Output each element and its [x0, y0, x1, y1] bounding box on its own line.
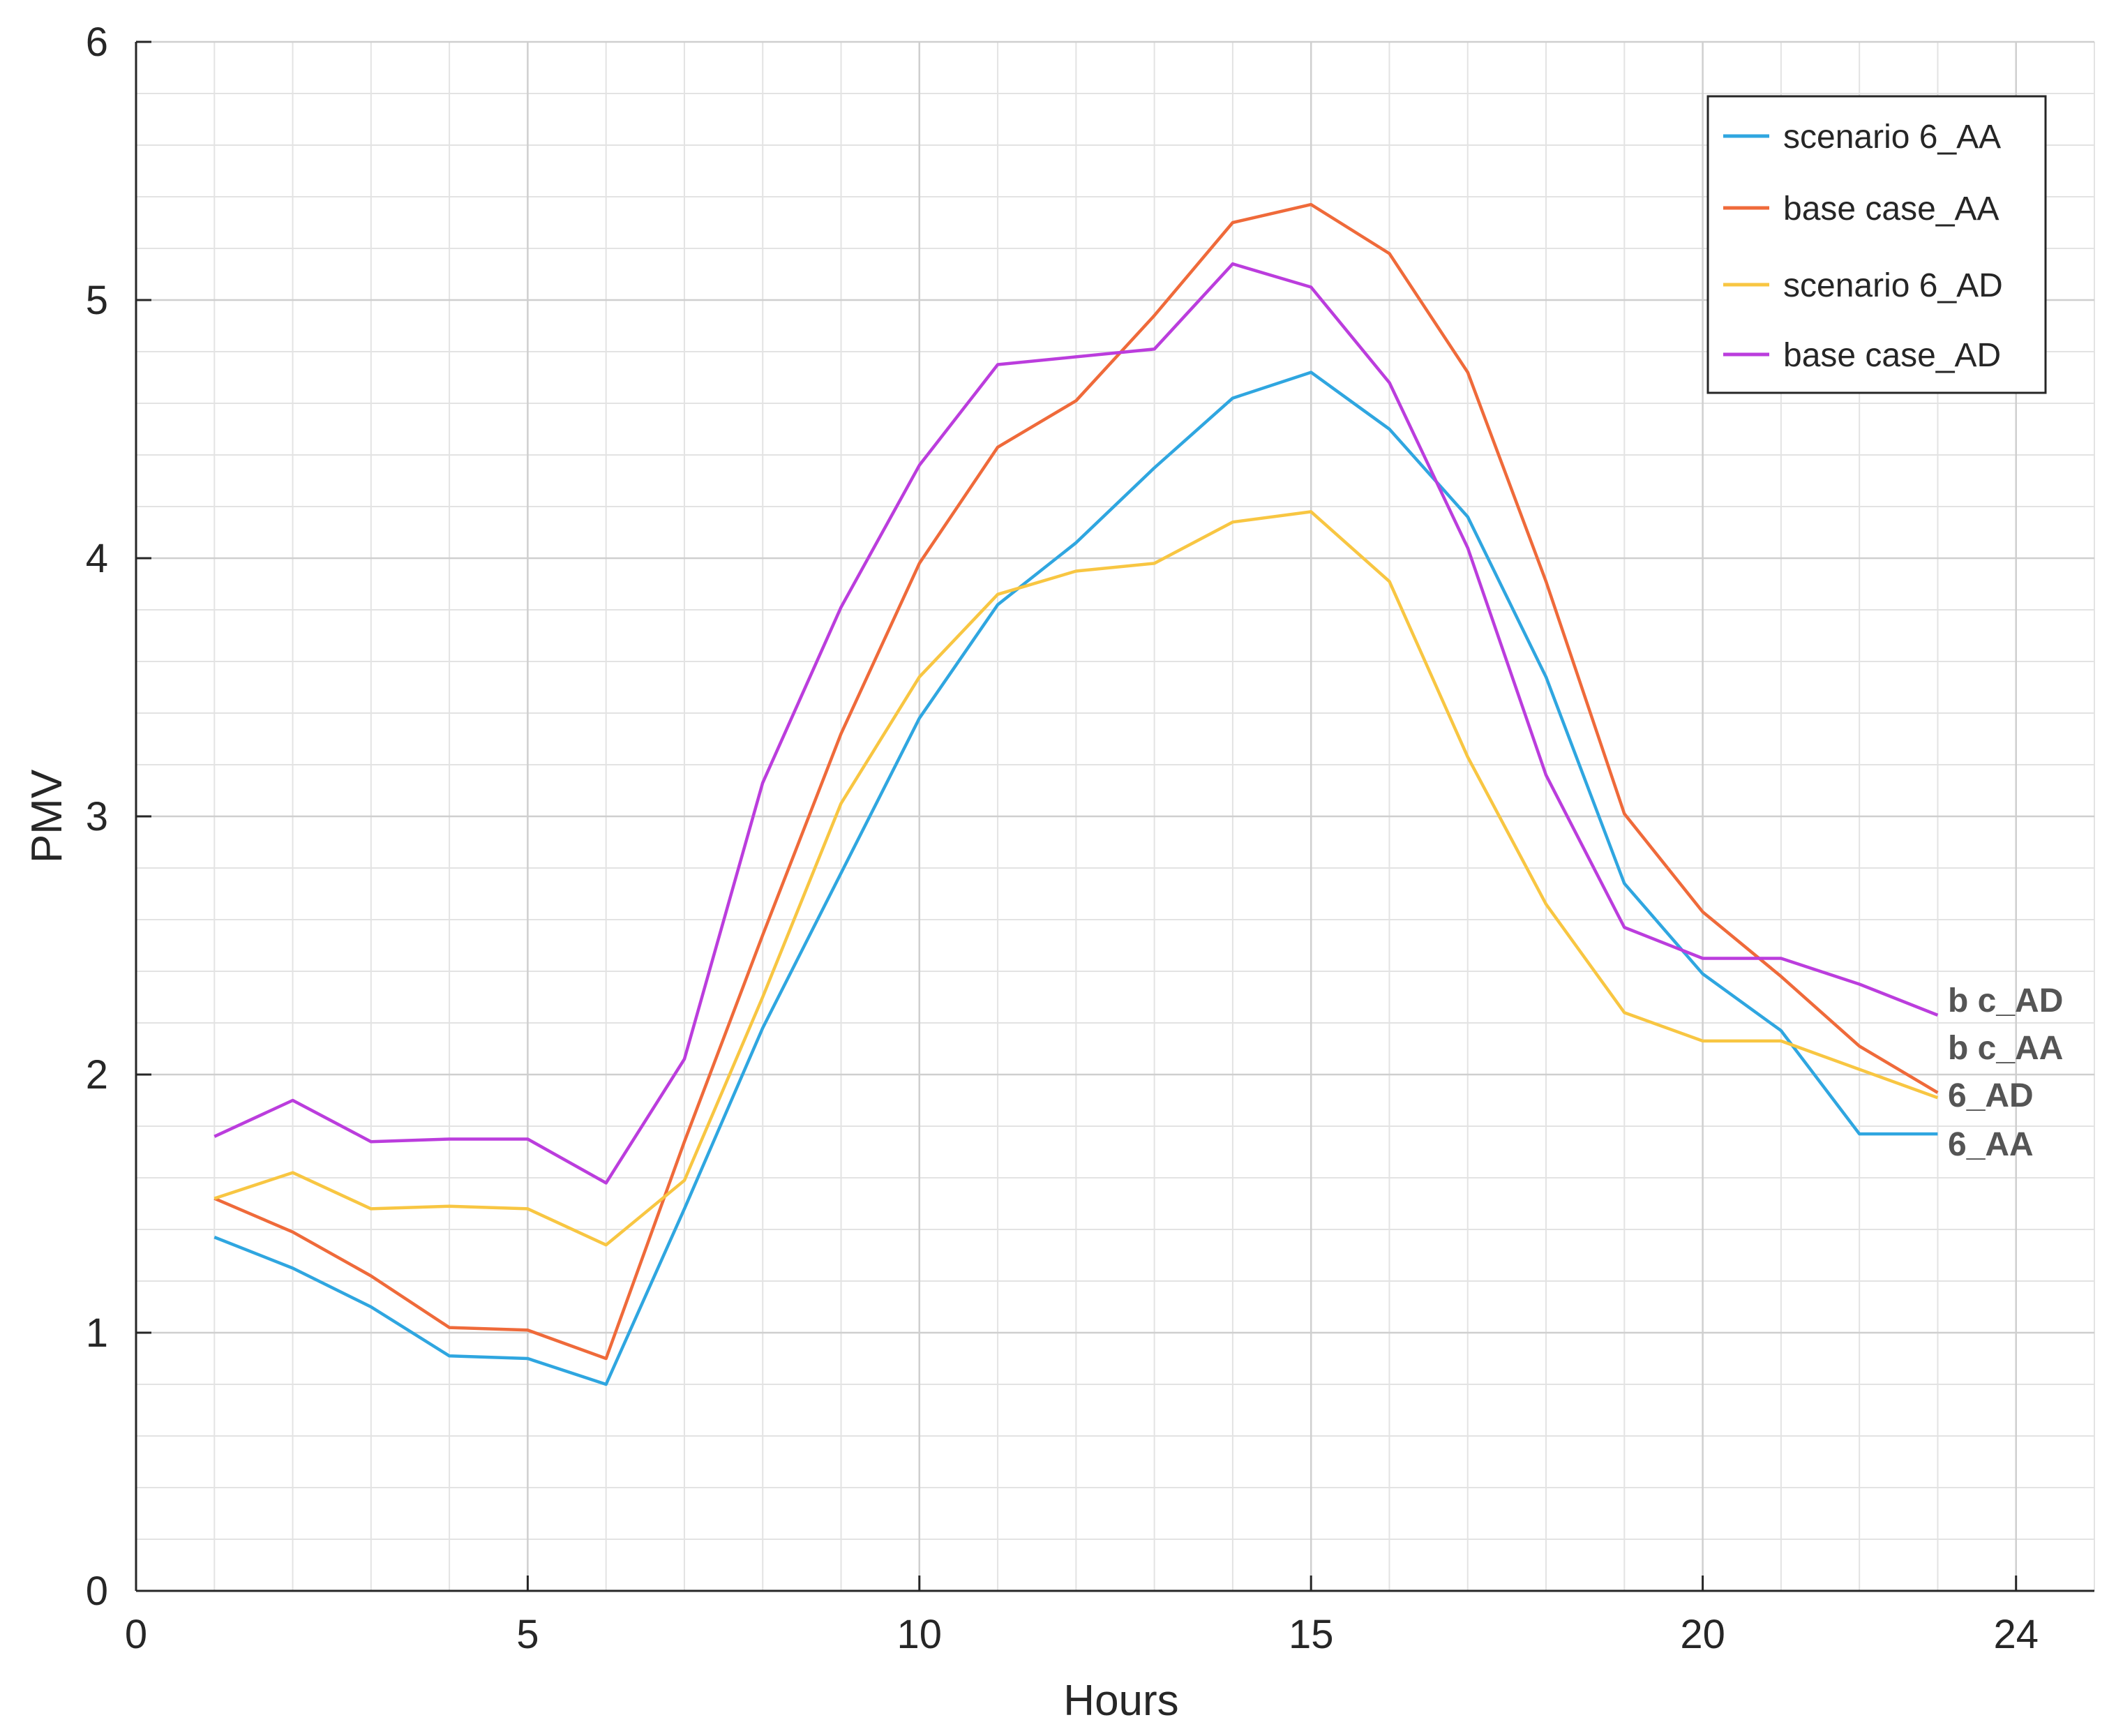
legend-label: base case_AD: [1783, 337, 2001, 374]
legend-label: scenario 6_AD: [1783, 267, 2003, 304]
series-end-label: b c_AD: [1948, 982, 2063, 1019]
series-line: [213, 510, 1939, 1247]
series-lines: [213, 202, 1939, 1386]
series-end-label: 6_AA: [1948, 1126, 2034, 1163]
x-tick-label: 20: [1680, 1612, 1725, 1657]
y-tick-label: 3: [86, 794, 108, 839]
x-tick-label: 10: [897, 1612, 943, 1657]
end-labels: b c_ADb c_AA 6_AD 6_AA: [1948, 982, 2063, 1163]
x-tick-label: 5: [516, 1612, 539, 1657]
legend-box: [1706, 95, 2047, 394]
legend-label: base case_AA: [1783, 190, 1999, 227]
series-end-label: 6_AD: [1948, 1077, 2034, 1114]
axes: 0 5 10 15 20 24 0 1 2 3 4 5 6: [86, 20, 2094, 1657]
series-end-label: b c_AA: [1948, 1030, 2063, 1067]
y-tick-label: 6: [86, 20, 108, 65]
x-axis-title: Hours: [1063, 1677, 1178, 1725]
series-line: [213, 371, 1938, 1386]
x-tick-label: 15: [1289, 1612, 1334, 1657]
series-line: [213, 262, 1939, 1185]
y-tick-label: 4: [86, 536, 108, 581]
x-tick-label: 24: [1993, 1612, 2039, 1657]
y-tick-label: 5: [86, 278, 108, 323]
y-tick-label: 2: [86, 1052, 108, 1098]
x-tick-label: 0: [125, 1612, 147, 1657]
y-axis-title: PMV: [23, 769, 71, 863]
y-tick-label: 1: [86, 1310, 108, 1356]
series-line: [213, 202, 1939, 1361]
legend-label: scenario 6_AA: [1783, 119, 2001, 156]
y-tick-label: 0: [86, 1569, 108, 1614]
